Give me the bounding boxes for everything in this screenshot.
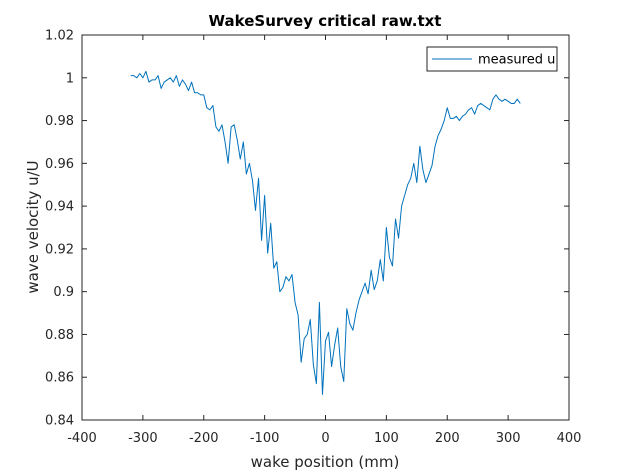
x-tick-label: 100	[374, 431, 399, 446]
y-tick-label: 0.98	[45, 114, 74, 129]
y-tick-label: 0.94	[45, 200, 74, 215]
legend: measured u	[426, 46, 558, 72]
x-tick-label: -100	[250, 431, 280, 446]
y-tick-label: 1.02	[45, 29, 74, 44]
x-axis: -400 -300 -200 -100 0 100 200 300 400	[67, 35, 581, 446]
y-tick-label: 0.92	[45, 242, 74, 257]
y-tick-label: 0.88	[45, 328, 74, 343]
y-tick-label: 1	[66, 71, 74, 86]
legend-entry-measured-u: measured u	[478, 53, 555, 68]
y-tick-label: 0.96	[45, 157, 74, 172]
series-layer	[130, 70, 521, 395]
y-tick-label: 0.86	[45, 371, 74, 386]
y-tick-label: 0.84	[45, 414, 74, 429]
x-tick-label: 200	[435, 431, 460, 446]
x-tick-label: -200	[189, 431, 219, 446]
x-tick-label: 0	[321, 431, 329, 446]
y-axis: 0.84 0.86 0.88 0.9 0.92 0.94 0.96 0.98 1 1.02	[45, 29, 569, 429]
y-axis-label: wave velocity u/U	[24, 160, 42, 293]
chart-title: WakeSurvey critical raw.txt	[209, 12, 442, 30]
x-tick-label: 400	[557, 431, 582, 446]
x-tick-label: 300	[496, 431, 521, 446]
x-tick-label: -300	[128, 431, 158, 446]
x-tick-label: -400	[67, 431, 97, 446]
plot-area: -400 -300 -200 -100 0 100 200 300 400 0.840.860.…	[45, 29, 581, 447]
x-axis-label: wake position (mm)	[251, 453, 400, 471]
y-tick-label: 0.9	[53, 285, 74, 300]
series-line-measured-u	[130, 70, 521, 395]
axes-box	[81, 34, 570, 421]
